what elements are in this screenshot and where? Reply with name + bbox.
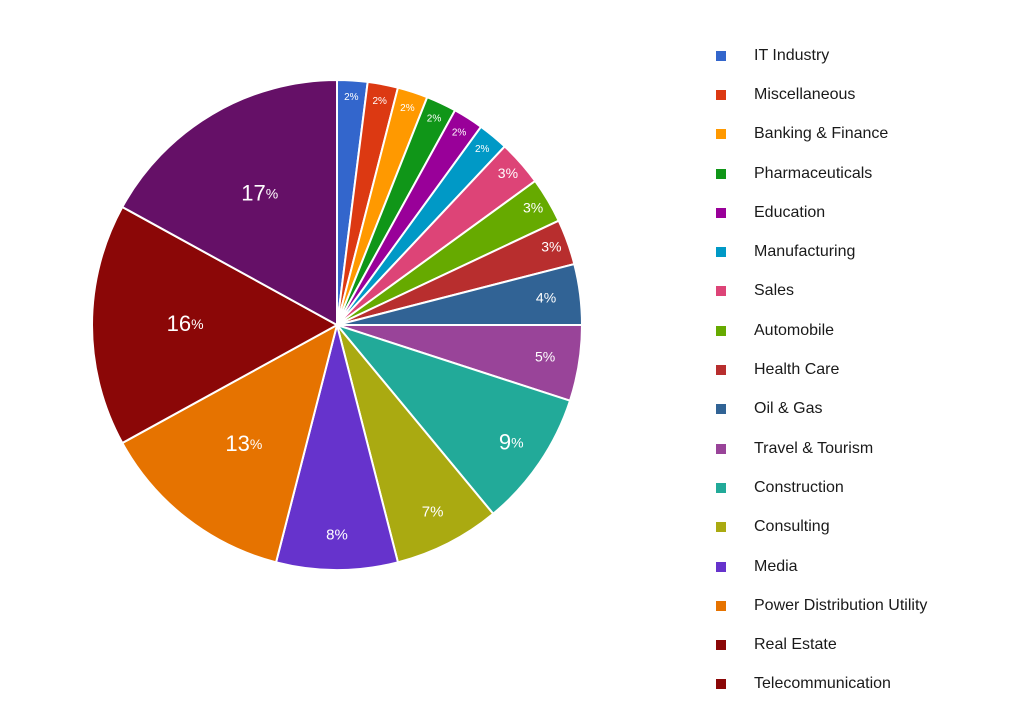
pie-slice-17 bbox=[120, 78, 338, 327]
legend-swatch bbox=[716, 247, 726, 258]
legend-item: Travel & Tourism bbox=[716, 429, 927, 468]
slice-value-label: 2% bbox=[475, 144, 490, 155]
legend-swatch bbox=[716, 522, 726, 533]
legend-item: IT Industry bbox=[716, 36, 927, 75]
legend-label: Automobile bbox=[754, 321, 835, 339]
slice-value-label: 3% bbox=[541, 239, 561, 255]
slice-value-label: 17% bbox=[241, 180, 278, 205]
legend-label: Construction bbox=[754, 478, 844, 496]
legend-label: Oil & Gas bbox=[754, 400, 823, 418]
legend-item: Power Distribution Utility bbox=[716, 586, 927, 625]
pie-slice-12 bbox=[334, 322, 572, 516]
legend-label: Health Care bbox=[754, 361, 840, 379]
legend-swatch bbox=[716, 679, 726, 690]
legend-label: Real Estate bbox=[754, 636, 837, 654]
legend-label: Telecommunication bbox=[754, 675, 891, 693]
pie-slice-16 bbox=[91, 205, 340, 445]
slice-value-label: 3% bbox=[523, 200, 543, 216]
legend-swatch bbox=[716, 482, 726, 493]
legend-item: Construction bbox=[716, 468, 927, 507]
legend-label: Education bbox=[754, 203, 826, 221]
slice-value-label: 7% bbox=[422, 504, 444, 521]
slice-value-label: 2% bbox=[400, 103, 415, 114]
legend-label: Power Distribution Utility bbox=[754, 596, 928, 614]
legend-swatch bbox=[716, 325, 726, 336]
slice-value-label: 2% bbox=[344, 92, 359, 103]
legend-item: Miscellaneous bbox=[716, 75, 927, 114]
pie-slice-15 bbox=[120, 323, 339, 564]
slice-value-label: 8% bbox=[326, 527, 348, 544]
slice-value-label: 3% bbox=[498, 165, 518, 181]
legend-item: Banking & Finance bbox=[716, 115, 927, 154]
legend-label: Manufacturing bbox=[754, 243, 856, 261]
legend: IT Industry Miscellaneous Banking & Financ… bbox=[716, 36, 927, 704]
legend-swatch bbox=[716, 129, 726, 140]
legend-label: Travel & Tourism bbox=[754, 439, 874, 457]
legend-item: Media bbox=[716, 547, 927, 586]
slice-value-label: 2% bbox=[452, 127, 467, 138]
legend-item: Sales bbox=[716, 272, 927, 311]
legend-item: Pharmaceuticals bbox=[716, 154, 927, 193]
legend-swatch bbox=[716, 640, 726, 651]
legend-label: Consulting bbox=[754, 518, 830, 536]
slice-value-label: 4% bbox=[536, 289, 556, 305]
legend-swatch bbox=[716, 443, 726, 454]
legend-swatch bbox=[716, 561, 726, 572]
legend-swatch bbox=[716, 168, 726, 179]
legend-item: Real Estate bbox=[716, 625, 927, 664]
legend-item: Manufacturing bbox=[716, 232, 927, 271]
legend-item: Education bbox=[716, 193, 927, 232]
slice-value-label: 16% bbox=[167, 311, 204, 336]
slice-value-label: 2% bbox=[427, 113, 442, 124]
legend-item: Oil & Gas bbox=[716, 390, 927, 429]
slice-value-label: 2% bbox=[372, 96, 387, 107]
legend-item: Health Care bbox=[716, 350, 927, 389]
legend-swatch bbox=[716, 207, 726, 218]
legend-label: Miscellaneous bbox=[754, 85, 856, 103]
legend-label: Pharmaceuticals bbox=[754, 164, 873, 182]
pie-slice-13 bbox=[336, 324, 495, 564]
slice-value-label: 13% bbox=[225, 431, 262, 456]
slice-value-label: 5% bbox=[535, 349, 555, 365]
legend-swatch bbox=[716, 286, 726, 297]
legend-swatch bbox=[716, 365, 726, 376]
legend-item: Consulting bbox=[716, 508, 927, 547]
pie-slice-14 bbox=[274, 324, 400, 571]
legend-swatch bbox=[716, 404, 726, 415]
legend-label: Banking & Finance bbox=[754, 125, 889, 143]
slice-value-label: 9% bbox=[499, 429, 524, 454]
legend-label: Media bbox=[754, 557, 798, 575]
legend-label: Sales bbox=[754, 282, 795, 300]
legend-swatch bbox=[716, 89, 726, 100]
legend-label: IT Industry bbox=[754, 46, 830, 64]
pie-chart: 2% 2% 2% 2% 2% 2% 3% 3% 3% 4% 5% 9% 7% 8% 13% 16% 17% bbox=[91, 78, 584, 571]
legend-item: Automobile bbox=[716, 311, 927, 350]
legend-swatch bbox=[716, 600, 726, 611]
legend-swatch bbox=[716, 50, 726, 61]
legend-item: Telecommunication bbox=[716, 665, 927, 704]
